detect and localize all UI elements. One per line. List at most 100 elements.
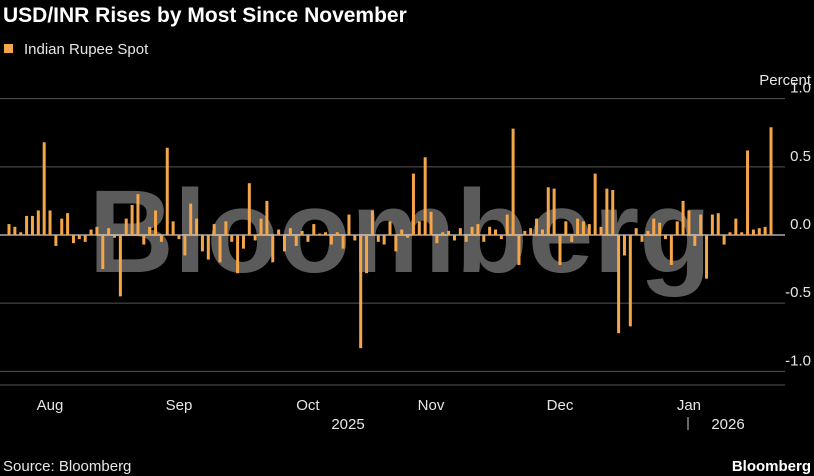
bar bbox=[212, 224, 216, 235]
bar bbox=[564, 221, 568, 235]
bar bbox=[646, 230, 650, 235]
bar bbox=[60, 218, 64, 235]
y-axis-label: Percent bbox=[759, 72, 812, 89]
bar bbox=[529, 228, 533, 235]
y-tick-label: 0.5 bbox=[790, 148, 811, 165]
bar bbox=[499, 235, 503, 240]
bar bbox=[294, 235, 298, 246]
bar bbox=[517, 235, 521, 265]
bar bbox=[265, 200, 269, 235]
bar bbox=[552, 188, 556, 235]
bar bbox=[271, 235, 275, 263]
bar bbox=[400, 229, 404, 235]
bar bbox=[423, 157, 427, 235]
bar bbox=[511, 128, 515, 235]
bar bbox=[470, 226, 474, 235]
bar bbox=[200, 235, 204, 252]
bar bbox=[124, 218, 128, 235]
bar bbox=[370, 210, 374, 235]
bar bbox=[341, 235, 345, 249]
bar bbox=[640, 235, 644, 242]
bar bbox=[288, 228, 292, 235]
bar bbox=[675, 221, 679, 235]
bar bbox=[19, 232, 23, 235]
bar bbox=[42, 142, 46, 235]
bar bbox=[687, 210, 691, 235]
bar bbox=[587, 224, 591, 235]
bar bbox=[617, 235, 621, 334]
bar bbox=[705, 235, 709, 279]
bar bbox=[165, 147, 169, 235]
bar bbox=[394, 235, 398, 252]
logo: Bloomberg bbox=[732, 458, 811, 475]
legend-swatch bbox=[4, 44, 13, 53]
bar bbox=[763, 226, 767, 235]
bar bbox=[236, 235, 240, 274]
bar bbox=[611, 190, 615, 235]
bar bbox=[335, 232, 339, 235]
y-tick-label: -0.5 bbox=[785, 284, 811, 301]
bar bbox=[154, 210, 158, 235]
bar bbox=[183, 235, 187, 256]
bar bbox=[83, 235, 87, 242]
bar bbox=[77, 235, 81, 240]
bar bbox=[71, 235, 75, 244]
bar bbox=[740, 232, 744, 235]
bar bbox=[118, 235, 122, 297]
bar bbox=[593, 173, 597, 235]
bar bbox=[347, 214, 351, 235]
legend-label: Indian Rupee Spot bbox=[24, 41, 149, 58]
bar bbox=[54, 235, 58, 246]
bar bbox=[622, 235, 626, 256]
bar bbox=[224, 221, 228, 235]
bar bbox=[570, 235, 574, 242]
bar bbox=[142, 235, 146, 245]
bar bbox=[417, 221, 421, 235]
bar bbox=[769, 127, 773, 235]
bar bbox=[159, 235, 163, 242]
bar bbox=[652, 218, 656, 235]
bar bbox=[710, 214, 714, 235]
bar bbox=[25, 215, 29, 235]
bar bbox=[540, 229, 544, 235]
bar bbox=[488, 226, 492, 235]
bar bbox=[130, 205, 134, 235]
bar bbox=[716, 213, 720, 235]
bar bbox=[247, 183, 251, 235]
bar bbox=[576, 218, 580, 235]
bar bbox=[7, 224, 11, 235]
x-tick-label: Dec bbox=[547, 397, 574, 414]
bar bbox=[324, 232, 328, 235]
bar bbox=[365, 235, 369, 274]
bar bbox=[628, 235, 632, 327]
x-tick-label: Aug bbox=[37, 397, 64, 414]
bar bbox=[406, 235, 410, 238]
bar bbox=[505, 214, 509, 235]
x-tick-label: Oct bbox=[296, 397, 320, 414]
x-tick-label: Sep bbox=[166, 397, 193, 414]
bar bbox=[476, 224, 480, 235]
year-label: 2025 bbox=[331, 416, 364, 433]
bar bbox=[452, 235, 456, 241]
bar bbox=[48, 210, 52, 235]
bar bbox=[605, 188, 609, 235]
bar bbox=[376, 235, 380, 242]
bar bbox=[429, 211, 433, 235]
bar bbox=[757, 228, 761, 235]
bar bbox=[494, 229, 498, 235]
bar bbox=[277, 229, 281, 235]
bar bbox=[388, 221, 392, 235]
bar bbox=[136, 194, 140, 235]
x-tick-label: Jan bbox=[677, 397, 701, 414]
bar bbox=[66, 213, 70, 235]
bar bbox=[663, 235, 667, 240]
bar bbox=[95, 226, 99, 235]
bar bbox=[300, 230, 304, 235]
bar bbox=[312, 224, 316, 235]
bar bbox=[411, 173, 415, 235]
bar bbox=[241, 235, 245, 249]
bar bbox=[189, 203, 193, 235]
bar bbox=[558, 235, 562, 265]
bar bbox=[253, 235, 257, 241]
